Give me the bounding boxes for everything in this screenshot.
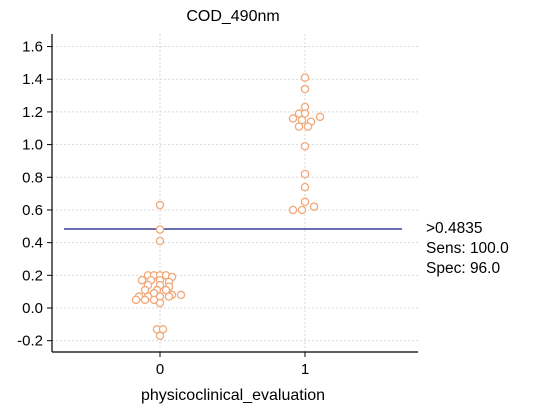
gridlines (52, 34, 418, 352)
data-point (137, 275, 147, 285)
data-point (140, 295, 150, 305)
cutoff-label: Spec: 96.0 (426, 260, 500, 277)
x-axis-label: physicoclinical_evaluation (141, 387, 325, 404)
x-tick-label: 1 (301, 361, 309, 378)
data-point (315, 112, 325, 122)
y-tick-label: 1.0 (22, 137, 43, 154)
y-tick-label: 0.0 (22, 300, 43, 317)
data-point (288, 114, 298, 123)
y-tick-label: 0.2 (22, 267, 43, 284)
cutoff-label: Sens: 100.0 (426, 240, 509, 257)
data-point (300, 169, 310, 179)
y-tick-label: -0.2 (17, 333, 43, 350)
data-point (176, 290, 186, 300)
x-tick-label: 0 (156, 361, 164, 378)
data-point (309, 202, 319, 211)
y-tick-label: 0.4 (22, 235, 43, 252)
y-tick-label: 1.2 (22, 104, 43, 121)
chart-title: COD_490nm (186, 8, 279, 25)
data-point (300, 73, 310, 82)
data-point (155, 236, 165, 246)
data-point (297, 205, 307, 215)
data-point (303, 122, 313, 131)
data-point (300, 197, 310, 207)
data-points (131, 73, 325, 341)
y-tick-label: 0.6 (22, 202, 43, 219)
y-tick-label: 0.8 (22, 169, 43, 186)
cutoff-label: >0.4835 (426, 220, 482, 237)
data-point (155, 200, 165, 210)
data-point (300, 141, 310, 151)
cutoff-annotation: >0.4835 Sens: 100.0 Spec: 96.0 (426, 220, 509, 277)
y-tick-label: 1.4 (22, 71, 43, 88)
y-axis-ticks: -0.2 0.0 0.2 0.4 0.6 0.8 1.0 1.2 1.4 1.6 (17, 39, 52, 350)
data-point (300, 84, 310, 94)
data-point (288, 205, 298, 215)
data-point (155, 225, 165, 234)
data-point (155, 298, 165, 308)
y-tick-label: 1.6 (22, 39, 43, 56)
axes (51, 34, 418, 353)
data-point (294, 122, 304, 131)
data-point (131, 295, 141, 305)
data-point (164, 292, 174, 301)
data-point (155, 331, 165, 341)
data-point (300, 182, 310, 192)
